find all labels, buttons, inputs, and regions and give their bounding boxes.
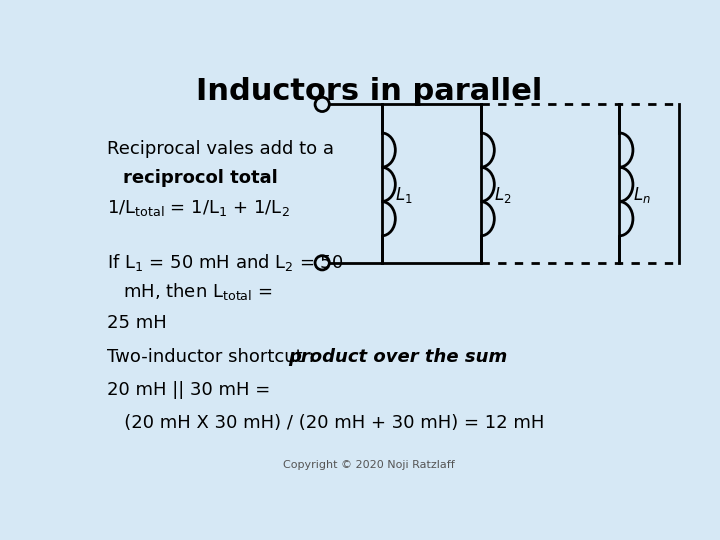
Text: $L_n$: $L_n$ [633, 185, 651, 206]
Text: $L_1$: $L_1$ [395, 185, 413, 206]
Text: 1/L$_{\rm total}$ = 1/L$_1$ + 1/L$_2$: 1/L$_{\rm total}$ = 1/L$_1$ + 1/L$_2$ [107, 198, 289, 218]
Text: Two-inductor shortcut :: Two-inductor shortcut : [107, 348, 320, 366]
Text: Reciprocal vales add to a: Reciprocal vales add to a [107, 140, 334, 158]
Text: product over the sum: product over the sum [288, 348, 508, 366]
Text: $L_2$: $L_2$ [495, 185, 512, 206]
Text: 20 mH || 30 mH =: 20 mH || 30 mH = [107, 381, 270, 399]
Text: 25 mH: 25 mH [107, 314, 166, 332]
Text: Inductors in parallel: Inductors in parallel [196, 77, 542, 106]
Text: reciprocol total: reciprocol total [124, 168, 278, 187]
Text: (20 mH X 30 mH) / (20 mH + 30 mH) = 12 mH: (20 mH X 30 mH) / (20 mH + 30 mH) = 12 m… [107, 414, 544, 432]
Text: mH, then L$_{\rm total}$ =: mH, then L$_{\rm total}$ = [124, 281, 273, 302]
Text: If L$_1$ = 50 mH and L$_2$ = 50: If L$_1$ = 50 mH and L$_2$ = 50 [107, 252, 343, 273]
Text: Copyright © 2020 Noji Ratzlaff: Copyright © 2020 Noji Ratzlaff [283, 460, 455, 470]
